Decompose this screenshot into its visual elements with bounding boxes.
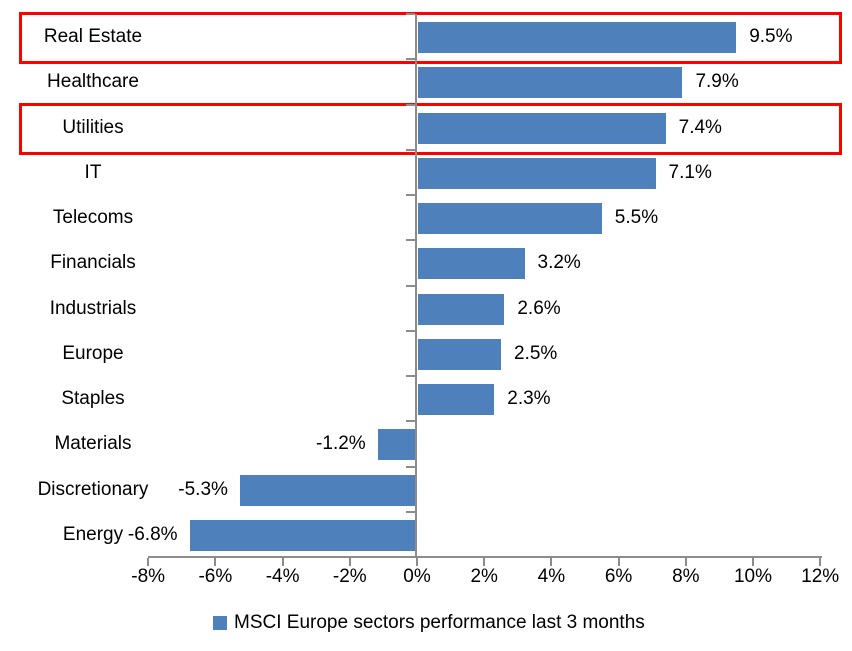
y-axis-tick xyxy=(406,465,415,468)
y-axis-tick xyxy=(406,329,415,332)
legend-label: MSCI Europe sectors performance last 3 m… xyxy=(234,612,645,633)
x-axis-tick xyxy=(214,558,217,566)
value-label: 3.2% xyxy=(537,252,581,274)
value-label: -6.8% xyxy=(127,523,178,545)
bar xyxy=(418,248,525,280)
bar xyxy=(239,474,417,506)
category-label: Healthcare xyxy=(47,71,139,93)
bar xyxy=(189,519,417,551)
value-label: -1.2% xyxy=(316,433,366,455)
bar xyxy=(418,338,501,370)
highlight-box-real-estate xyxy=(19,12,842,65)
highlight-box-utilities xyxy=(19,102,842,155)
value-label: 2.6% xyxy=(517,297,561,319)
x-axis-tick-label: 8% xyxy=(672,566,700,587)
y-axis-tick xyxy=(406,510,415,513)
y-axis-tick xyxy=(406,420,415,423)
value-label: 7.9% xyxy=(695,71,739,93)
bar xyxy=(418,67,683,99)
y-axis-tick xyxy=(406,194,415,196)
x-axis-tick-label: 10% xyxy=(733,566,773,587)
bar xyxy=(377,429,417,461)
x-axis-tick xyxy=(617,558,620,566)
category-label: IT xyxy=(84,161,102,183)
x-axis-tick-label: 0% xyxy=(403,566,431,587)
y-axis-tick xyxy=(406,58,415,61)
x-axis-tick xyxy=(348,558,351,566)
x-axis-tick-label: -2% xyxy=(332,566,367,587)
value-label: 7.4% xyxy=(678,116,722,138)
legend: MSCI Europe sectors performance last 3 m… xyxy=(213,612,645,634)
value-label: 2.5% xyxy=(514,342,558,364)
bar xyxy=(418,22,737,53)
y-axis-line xyxy=(415,14,417,557)
bar xyxy=(418,384,495,415)
bar xyxy=(418,293,505,325)
x-axis-tick-label: -4% xyxy=(265,566,300,587)
value-label: 2.3% xyxy=(507,388,551,409)
category-label: Staples xyxy=(61,388,125,409)
x-axis-tick xyxy=(483,558,486,566)
x-axis-tick-label: -8% xyxy=(131,566,166,587)
x-axis-tick xyxy=(281,558,284,566)
x-axis-tick-label: 12% xyxy=(801,566,840,587)
value-label: 5.5% xyxy=(614,207,659,228)
category-label: Discretionary xyxy=(37,478,149,500)
value-label: 7.1% xyxy=(668,161,712,183)
y-axis-tick xyxy=(406,148,415,151)
value-label: -5.3% xyxy=(178,478,228,500)
legend-marker-icon xyxy=(213,616,227,630)
bar xyxy=(418,203,602,234)
x-axis-tick-label: 6% xyxy=(604,566,633,587)
value-label: 9.5% xyxy=(749,26,793,47)
bar xyxy=(418,112,666,144)
y-axis-tick xyxy=(406,239,415,242)
category-label: Energy xyxy=(62,523,124,545)
x-axis-tick xyxy=(684,558,687,566)
category-label: Utilities xyxy=(62,116,124,138)
bar xyxy=(418,157,656,189)
category-label: Financials xyxy=(50,252,136,274)
x-axis-tick xyxy=(819,558,822,566)
y-axis-tick xyxy=(406,284,415,287)
x-axis-tick xyxy=(752,558,754,566)
x-axis-tick-label: -6% xyxy=(198,566,233,587)
x-axis-tick xyxy=(416,558,418,566)
x-axis-tick-label: 2% xyxy=(470,566,498,587)
x-axis-tick-label: 4% xyxy=(537,566,566,587)
y-axis-tick xyxy=(406,103,415,106)
x-axis-line xyxy=(148,556,823,558)
y-axis-tick xyxy=(406,375,415,377)
x-axis-tick xyxy=(147,558,150,566)
category-label: Europe xyxy=(62,342,124,364)
category-label: Telecoms xyxy=(52,207,134,228)
category-label: Industrials xyxy=(49,297,137,319)
category-label: Materials xyxy=(54,433,132,455)
category-label: Real Estate xyxy=(43,26,143,47)
y-axis-tick xyxy=(406,13,415,15)
x-axis-tick xyxy=(550,558,553,566)
